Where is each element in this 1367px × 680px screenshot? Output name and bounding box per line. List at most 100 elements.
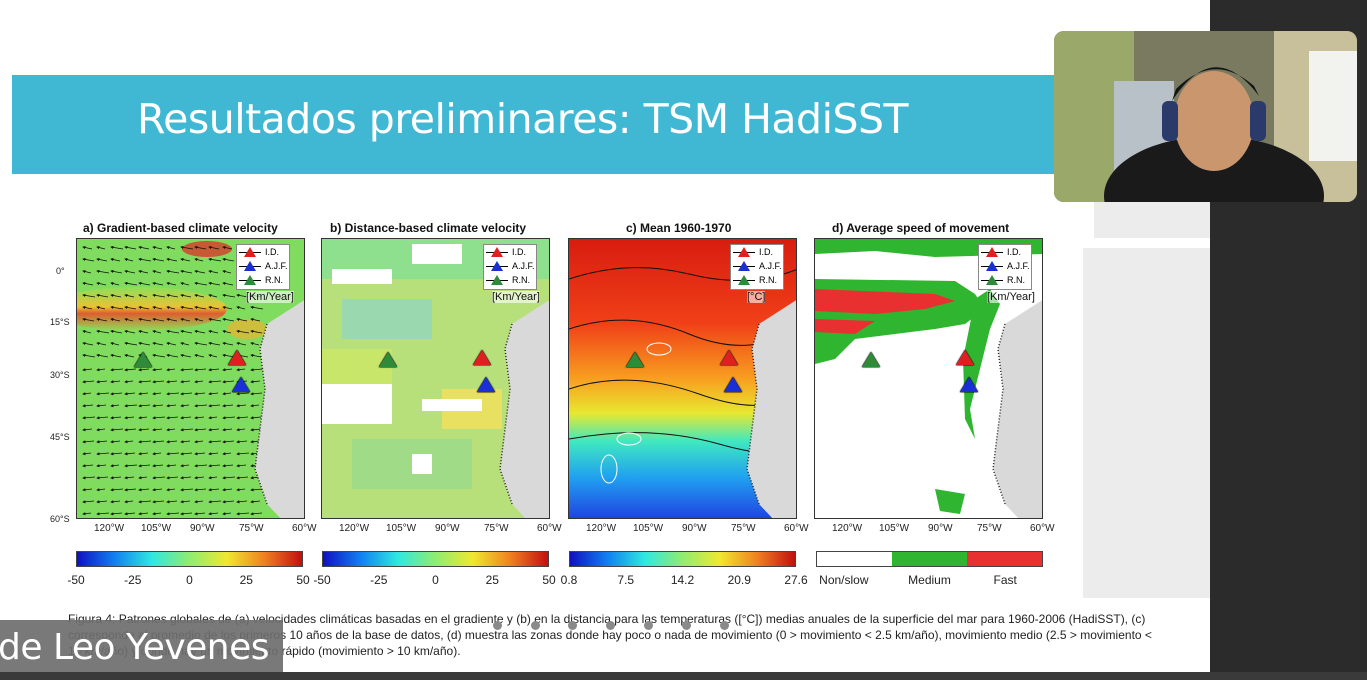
velocity-arrow — [222, 416, 236, 420]
velocity-arrow — [152, 305, 163, 310]
velocity-arrow — [96, 281, 107, 286]
velocity-arrow — [208, 512, 219, 516]
velocity-arrow — [138, 294, 148, 298]
marker-rn — [862, 352, 880, 367]
velocity-arrow — [82, 428, 93, 432]
velocity-arrow — [96, 476, 109, 480]
velocity-arrow — [222, 305, 233, 310]
map-distance-velocity — [321, 238, 550, 519]
lon-tick: 60°W — [292, 523, 317, 534]
velocity-arrow — [180, 416, 192, 420]
marker-id — [956, 350, 974, 365]
side-panel — [1083, 248, 1210, 598]
slide-dot-4[interactable] — [606, 621, 615, 630]
velocity-arrow — [208, 476, 218, 480]
velocity-arrow — [194, 440, 204, 444]
velocity-arrow — [194, 353, 205, 358]
velocity-arrow — [208, 416, 218, 420]
velocity-arrow — [138, 452, 149, 456]
lon-tick: 90°W — [928, 523, 953, 534]
velocity-arrow — [194, 392, 206, 396]
velocity-arrow — [166, 329, 180, 334]
lon-tick: 60°W — [784, 523, 809, 534]
velocity-arrow — [166, 392, 180, 396]
velocity-arrow — [208, 500, 222, 504]
velocity-arrow — [180, 428, 194, 432]
marker-rn — [134, 352, 152, 367]
velocity-arrow — [124, 488, 137, 492]
velocity-arrow — [180, 404, 190, 408]
lon-tick: 75°W — [977, 523, 1002, 534]
colorbar-label: 25 — [239, 573, 253, 587]
velocity-arrow — [82, 353, 96, 358]
velocity-arrow — [82, 404, 94, 408]
velocity-arrow — [166, 353, 179, 358]
title-band — [12, 75, 1210, 174]
colorbar-label: Fast — [993, 573, 1017, 587]
velocity-arrow — [152, 368, 163, 372]
velocity-arrow — [222, 281, 234, 286]
lon-tick: 105°W — [141, 523, 172, 534]
velocity-arrow — [208, 257, 222, 262]
velocity-arrow — [110, 392, 123, 396]
velocity-arrow — [82, 464, 94, 468]
velocity-arrow — [96, 512, 110, 516]
velocity-arrow — [236, 440, 248, 444]
velocity-arrow — [138, 380, 152, 384]
presentation-slide: Resultados preliminares: TSM HadiSST a) … — [0, 0, 1210, 672]
side-panel-top — [1094, 202, 1210, 238]
slide-dot-3[interactable] — [568, 621, 577, 630]
velocity-arrow — [82, 257, 95, 262]
velocity-arrow — [180, 464, 190, 468]
velocity-arrow — [166, 368, 176, 372]
velocity-arrow — [138, 476, 148, 480]
colorbar-label: Medium — [908, 573, 951, 587]
velocity-arrow — [222, 392, 232, 396]
velocity-arrow — [110, 282, 120, 286]
slide-dot-2[interactable] — [531, 621, 540, 630]
window-bottom-strip — [0, 672, 1367, 680]
velocity-arrow — [96, 353, 109, 358]
velocity-arrow — [110, 452, 123, 456]
velocity-arrow — [180, 257, 191, 262]
velocity-arrow — [110, 512, 123, 516]
velocity-arrow — [152, 317, 165, 322]
velocity-arrow — [236, 317, 248, 322]
velocity-arrow — [180, 282, 190, 286]
velocity-arrow — [166, 416, 179, 420]
velocity-arrow — [138, 269, 149, 274]
velocity-arrow — [194, 380, 204, 384]
velocity-arrow — [208, 269, 219, 274]
velocity-arrow — [124, 318, 134, 322]
speaker-name: de Leo Yevenes — [0, 627, 270, 668]
velocity-arrow — [82, 380, 95, 384]
velocity-arrow — [96, 246, 106, 250]
velocity-arrow — [250, 500, 261, 504]
velocity-arrow — [124, 245, 137, 250]
velocity-arrow — [96, 269, 110, 274]
slide-dot-6[interactable] — [682, 621, 691, 630]
velocity-arrow — [236, 464, 247, 468]
velocity-arrow — [208, 294, 218, 298]
slide-title: Resultados preliminares: TSM HadiSST — [137, 95, 909, 143]
slide-dot-7[interactable] — [720, 621, 729, 630]
velocity-arrow — [138, 440, 152, 444]
velocity-arrow — [82, 305, 93, 310]
velocity-arrow — [194, 464, 208, 468]
velocity-arrow — [208, 281, 221, 286]
velocity-arrow — [236, 341, 247, 346]
velocity-arrow — [96, 452, 110, 456]
slide-dot-1[interactable] — [493, 621, 502, 630]
unit-label-d: [Km/Year] — [987, 291, 1035, 303]
marker-ajf — [960, 377, 978, 392]
velocity-arrow — [82, 317, 95, 322]
velocity-arrow — [152, 404, 164, 408]
velocity-arrow — [82, 392, 92, 396]
velocity-arrow — [138, 329, 149, 334]
velocity-arrow — [138, 257, 152, 262]
velocity-arrow — [222, 330, 232, 334]
velocity-arrow — [208, 404, 221, 408]
velocity-arrow — [222, 317, 235, 322]
slide-dot-5[interactable] — [644, 621, 653, 630]
velocity-arrow — [110, 368, 124, 372]
